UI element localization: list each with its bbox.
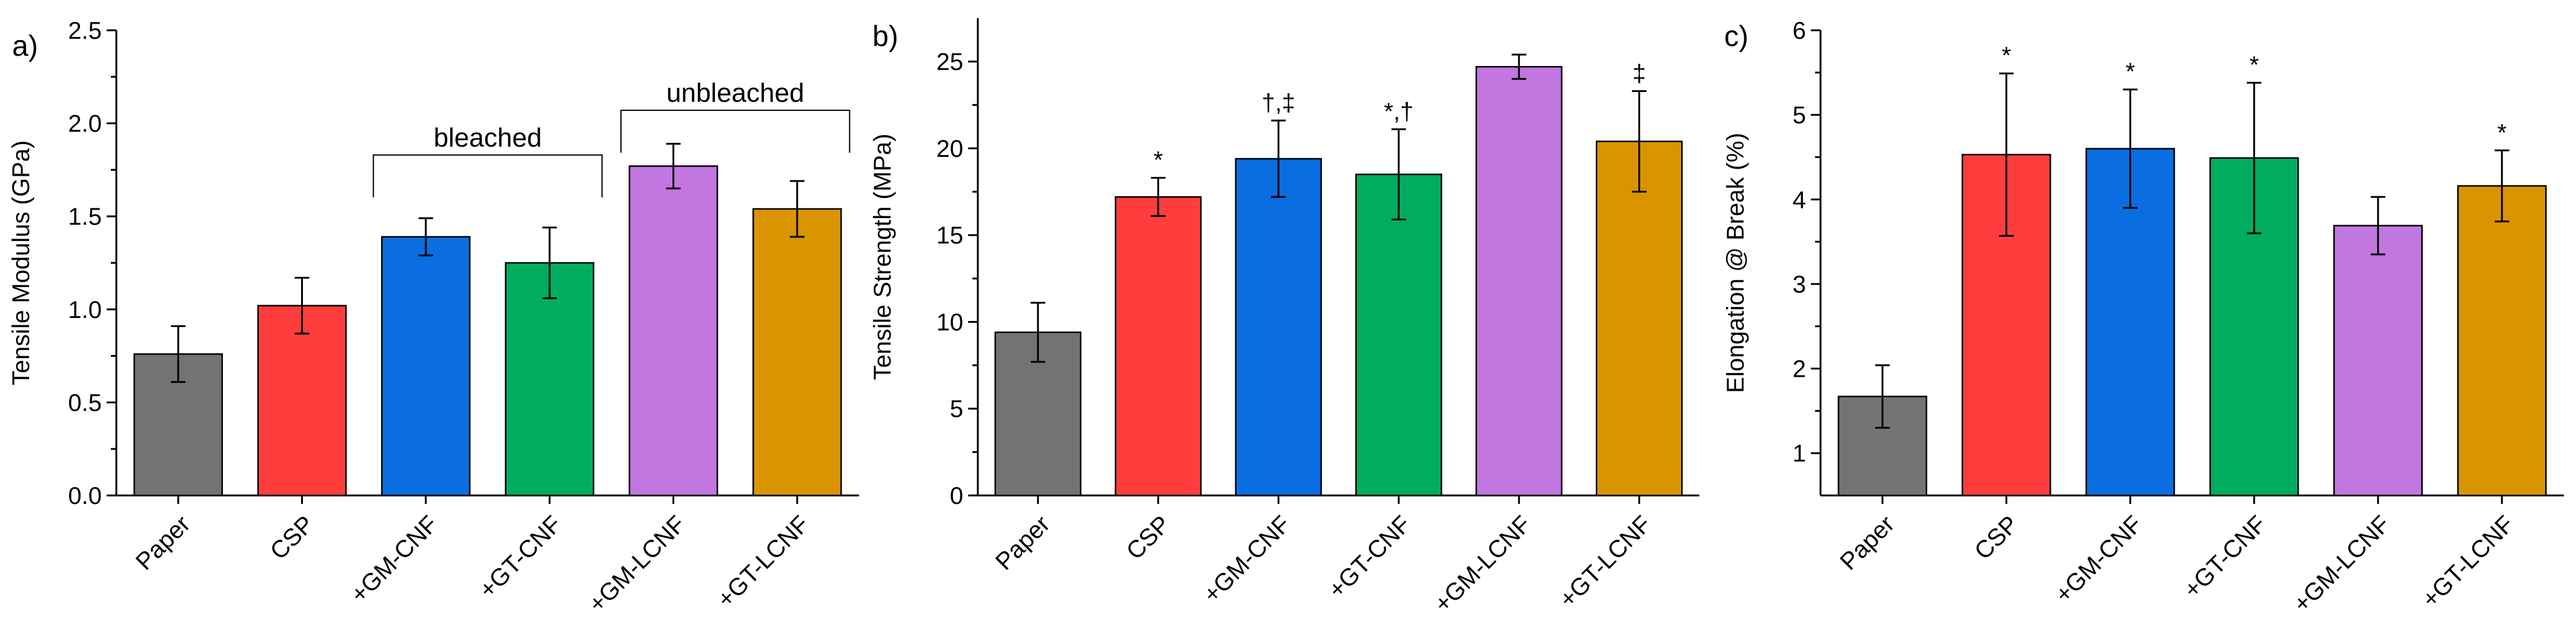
- y-tick-label: 2: [1793, 356, 1806, 383]
- category-label: +GM-LCNF: [583, 511, 690, 617]
- y-tick-label: 25: [937, 49, 964, 76]
- bar-gm-lcnf: [2333, 225, 2423, 497]
- panel-label: c): [1724, 21, 1748, 53]
- category-label: Paper: [1835, 511, 1900, 575]
- bar-gm-cnf: [381, 236, 471, 497]
- y-tick-label: 2.5: [68, 18, 102, 44]
- category-label: +GM-CNF: [345, 511, 443, 608]
- significance-marker: *: [2249, 52, 2259, 79]
- category-label: +GM-CNF: [2050, 511, 2148, 608]
- significance-marker: †,‡: [1261, 90, 1295, 116]
- y-tick-label: 1: [1793, 440, 1806, 467]
- y-axis-title: Tensile Strength (MPa): [869, 134, 896, 380]
- bar-gm-cnf: [1235, 157, 1322, 497]
- category-label: +GT-CNF: [1323, 511, 1416, 603]
- bar-gt-lcnf: [752, 208, 842, 497]
- category-label: +GT-LCNF: [2417, 511, 2519, 613]
- bar-gt-lcnf: [2457, 185, 2547, 497]
- category-label: CSP: [1970, 511, 2023, 565]
- y-tick-label: 10: [937, 309, 964, 336]
- category-label: +GM-LCNF: [1429, 511, 1536, 617]
- significance-marker: ‡: [1633, 60, 1646, 87]
- category-label: CSP: [1121, 511, 1175, 565]
- y-tick-label: 3: [1793, 271, 1806, 298]
- panel-label: a): [12, 30, 38, 62]
- category-label: +GM-LCNF: [2288, 511, 2395, 617]
- group-label: bleached: [434, 123, 542, 153]
- category-label: Paper: [131, 511, 196, 575]
- bar-gt-cnf: [1355, 173, 1442, 497]
- significance-marker: *: [2125, 59, 2135, 85]
- panel-b-tensile-strength: b) Tensile Strength (MPa) 0 5 10 15 20 25 Paper *…: [869, 18, 1699, 618]
- bar-csp: [257, 305, 347, 497]
- y-tick-label: 2.0: [68, 111, 102, 137]
- category-label: +GT-CNF: [474, 511, 567, 603]
- y-tick-label: 4: [1793, 187, 1806, 213]
- category-label: CSP: [265, 511, 319, 565]
- bar-gm-lcnf: [1475, 65, 1562, 497]
- panel-c-elongation-at-break: c) Elongation @ Break (%) 1 2 3 4 5 6 Paper * CSP *…: [1722, 18, 2564, 618]
- panel-a-tensile-modulus: a) Tensile Modulus (GPa) 0.0 0.5 1.0 1.5 2.0 2.…: [8, 18, 859, 618]
- group-bracket: [373, 154, 603, 197]
- bar-gm-lcnf: [628, 165, 719, 497]
- category-label: +GT-LCNF: [712, 511, 815, 613]
- significance-marker: *,†: [1384, 98, 1413, 125]
- y-axis-title: Elongation @ Break (%): [1722, 133, 1749, 393]
- bar-csp: [1115, 196, 1202, 497]
- y-tick-label: 5: [1793, 102, 1806, 129]
- category-label: +GM-CNF: [1198, 511, 1296, 608]
- category-label: +GT-CNF: [2179, 511, 2271, 603]
- y-tick-label: 0: [950, 483, 963, 509]
- significance-marker: *: [1154, 147, 1163, 174]
- y-tick-label: 0.0: [68, 483, 102, 509]
- bar-gt-lcnf: [1596, 141, 1683, 497]
- y-tick-label: 20: [937, 136, 964, 162]
- y-axis-title: Tensile Modulus (GPa): [8, 141, 35, 386]
- significance-marker: *: [2002, 42, 2011, 69]
- category-label: Paper: [991, 511, 1055, 575]
- category-label: +GT-LCNF: [1554, 511, 1656, 613]
- y-tick-label: 0.5: [68, 389, 102, 416]
- y-tick-label: 5: [950, 396, 963, 423]
- y-tick-label: 1.5: [68, 204, 102, 230]
- panel-label: b): [872, 21, 898, 53]
- y-tick-label: 1.0: [68, 297, 102, 323]
- y-tick-label: 15: [937, 222, 964, 249]
- significance-marker: *: [2497, 119, 2507, 146]
- y-tick-label: 6: [1793, 18, 1806, 44]
- group-bracket: [620, 110, 851, 153]
- group-label: unbleached: [666, 78, 805, 108]
